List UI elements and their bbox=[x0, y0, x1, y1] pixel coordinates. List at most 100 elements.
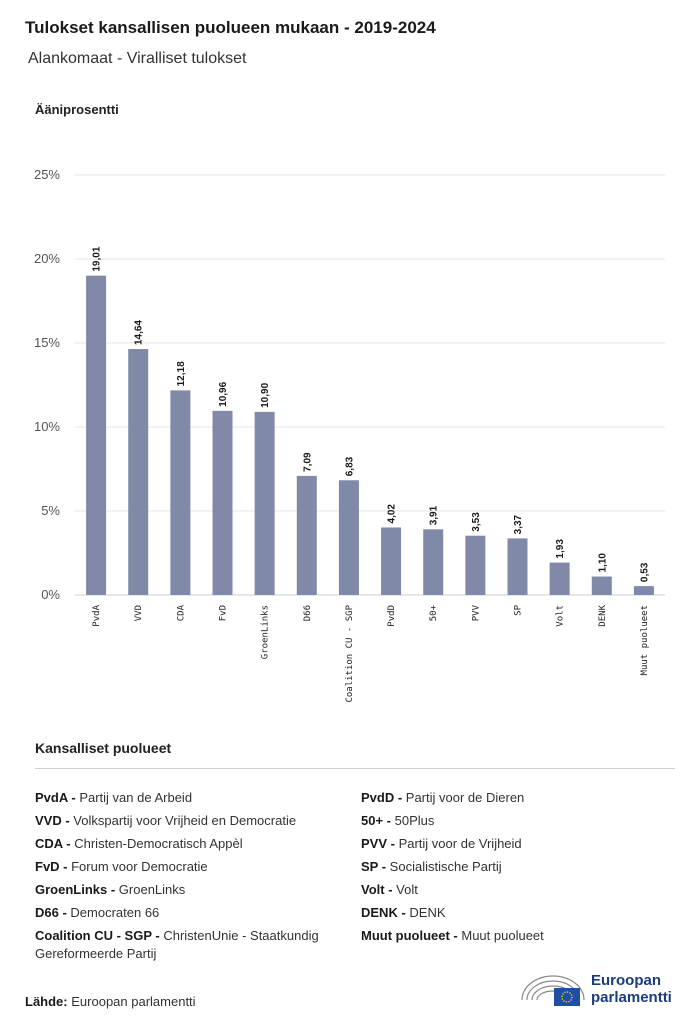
legend-abbr: PvdD - bbox=[361, 790, 403, 805]
legend-name: Partij voor de Vrijheid bbox=[394, 836, 522, 851]
legend-item: DENK - DENK bbox=[361, 901, 671, 924]
x-tick-label: PvdA bbox=[92, 604, 102, 626]
bar bbox=[86, 275, 107, 595]
x-tick-label: VVD bbox=[134, 605, 144, 621]
y-axis-ticks: 0% 5% 10% 15% 20% 25% bbox=[34, 167, 60, 602]
x-tick-label: GroenLinks bbox=[261, 605, 271, 659]
source-label: Lähde: bbox=[25, 994, 68, 1009]
legend-abbr: SP - bbox=[361, 859, 387, 874]
legend-item: 50+ - 50Plus bbox=[361, 809, 671, 832]
bar bbox=[423, 529, 444, 595]
legend-item: SP - Socialistische Partij bbox=[361, 855, 671, 878]
source-note: Lähde: Euroopan parlamentti bbox=[25, 994, 196, 1009]
legend-name: Volt bbox=[392, 882, 418, 897]
legend-name: Partij van de Arbeid bbox=[75, 790, 193, 805]
data-label: 1,10 bbox=[597, 553, 608, 573]
data-label: 12,18 bbox=[176, 361, 187, 386]
legend-abbr: DENK - bbox=[361, 905, 406, 920]
bar bbox=[591, 576, 612, 595]
y-axis-label: Ääniprosentti bbox=[35, 102, 119, 117]
legend-name: Partij voor de Dieren bbox=[402, 790, 525, 805]
data-label: 10,96 bbox=[218, 381, 229, 406]
grid-lines bbox=[75, 174, 665, 596]
bar-chart: 0% 5% 10% 15% 20% 25% 19,01 14,64 12,18 10,96 10,… bbox=[34, 167, 665, 703]
legend-abbr: Coalition CU - SGP - bbox=[35, 928, 160, 943]
logo-line-1: Euroopan bbox=[591, 972, 661, 989]
data-label: 14,64 bbox=[134, 320, 145, 345]
legend-abbr: PvdA - bbox=[35, 790, 76, 805]
data-labels: 19,01 14,64 12,18 10,96 10,90 7,09 6,83 4,02 3,9… bbox=[92, 246, 651, 582]
legend-item: Muut puolueet - Muut puolueet bbox=[361, 924, 671, 947]
data-label: 4,02 bbox=[387, 504, 398, 524]
bar bbox=[170, 390, 191, 595]
bar bbox=[549, 562, 570, 595]
legend-abbr: VVD - bbox=[35, 813, 70, 828]
bar bbox=[507, 538, 528, 595]
logo-line-2: parlamentti bbox=[591, 989, 672, 1006]
data-label: 1,93 bbox=[555, 539, 566, 559]
bars bbox=[86, 275, 654, 595]
legend-name: Muut puolueet bbox=[457, 928, 544, 943]
source-value: Euroopan parlamentti bbox=[71, 994, 196, 1009]
legend-item: FvD - Forum voor Democratie bbox=[35, 855, 350, 878]
legend-item: PvdA - Partij van de Arbeid bbox=[35, 786, 350, 809]
legend-name: ChristenUnie - Staatkundig Gereformeerde… bbox=[35, 928, 319, 961]
y-tick-label: 10% bbox=[34, 419, 60, 434]
y-tick-label: 0% bbox=[41, 587, 60, 602]
legend-name: Forum voor Democratie bbox=[67, 859, 208, 874]
chart-title: Tulokset kansallisen puolueen mukaan - 2… bbox=[25, 18, 436, 37]
legend-name: GroenLinks bbox=[115, 882, 186, 897]
legend-item: Coalition CU - SGP - ChristenUnie - Staa… bbox=[35, 927, 350, 963]
legend-abbr: Muut puolueet - bbox=[361, 928, 458, 943]
data-label: 3,53 bbox=[471, 512, 482, 532]
x-tick-label: DENK bbox=[598, 604, 608, 626]
x-tick-label: FvD bbox=[219, 605, 229, 621]
legend-item: D66 - Democraten 66 bbox=[35, 901, 350, 924]
bar bbox=[633, 586, 654, 595]
legend-column-left: PvdA - Partij van de Arbeid VVD - Volkspa… bbox=[35, 786, 350, 963]
data-label: 10,90 bbox=[260, 382, 271, 407]
x-tick-label: Muut puolueet bbox=[640, 605, 650, 675]
legend-item: GroenLinks - GroenLinks bbox=[35, 878, 350, 901]
bar bbox=[338, 480, 359, 595]
legend-item: PvdD - Partij voor de Dieren bbox=[361, 786, 671, 809]
data-label: 19,01 bbox=[92, 246, 103, 271]
legend-abbr: PVV - bbox=[361, 836, 395, 851]
legend-abbr: D66 - bbox=[35, 905, 67, 920]
legend-heading: Kansalliset puolueet bbox=[35, 740, 172, 756]
bar bbox=[296, 475, 317, 595]
legend-abbr: FvD - bbox=[35, 859, 68, 874]
data-label: 0,53 bbox=[639, 562, 650, 582]
legend-column-right: PvdD - Partij voor de Dieren 50+ - 50Plus… bbox=[361, 786, 671, 947]
legend-item: PVV - Partij voor de Vrijheid bbox=[361, 832, 671, 855]
bar bbox=[465, 535, 486, 595]
y-tick-label: 20% bbox=[34, 251, 60, 266]
y-tick-label: 25% bbox=[34, 167, 60, 182]
legend-abbr: 50+ - bbox=[361, 813, 391, 828]
legend-abbr: Volt - bbox=[361, 882, 393, 897]
x-tick-label: D66 bbox=[303, 605, 313, 621]
data-label: 6,83 bbox=[344, 456, 355, 476]
legend-divider bbox=[35, 768, 675, 769]
legend-name: Democraten 66 bbox=[66, 905, 160, 920]
legend-name: Christen-Democratisch Appèl bbox=[70, 836, 243, 851]
data-label: 3,91 bbox=[429, 505, 440, 525]
ep-logo: Euroopan parlamentti bbox=[518, 968, 688, 1010]
x-tick-label: CDA bbox=[176, 604, 186, 621]
legend-item: CDA - Christen-Democratisch Appèl bbox=[35, 832, 350, 855]
legend-item: Volt - Volt bbox=[361, 878, 671, 901]
bar bbox=[254, 411, 275, 595]
bar bbox=[212, 410, 233, 595]
x-tick-label: Volt bbox=[556, 605, 566, 627]
x-tick-label: PVV bbox=[471, 604, 481, 621]
data-label: 7,09 bbox=[302, 452, 313, 472]
x-tick-label: SP bbox=[514, 604, 524, 615]
legend-abbr: GroenLinks - bbox=[35, 882, 116, 897]
x-tick-label: Coalition CU - SGP bbox=[345, 604, 355, 702]
legend-item: VVD - Volkspartij voor Vrijheid en Democ… bbox=[35, 809, 350, 832]
legend-name: Socialistische Partij bbox=[386, 859, 502, 874]
data-label: 3,37 bbox=[513, 514, 524, 534]
x-tick-label: PvdD bbox=[387, 605, 397, 627]
y-tick-label: 5% bbox=[41, 503, 60, 518]
ep-hemicycle-icon bbox=[521, 975, 585, 1006]
